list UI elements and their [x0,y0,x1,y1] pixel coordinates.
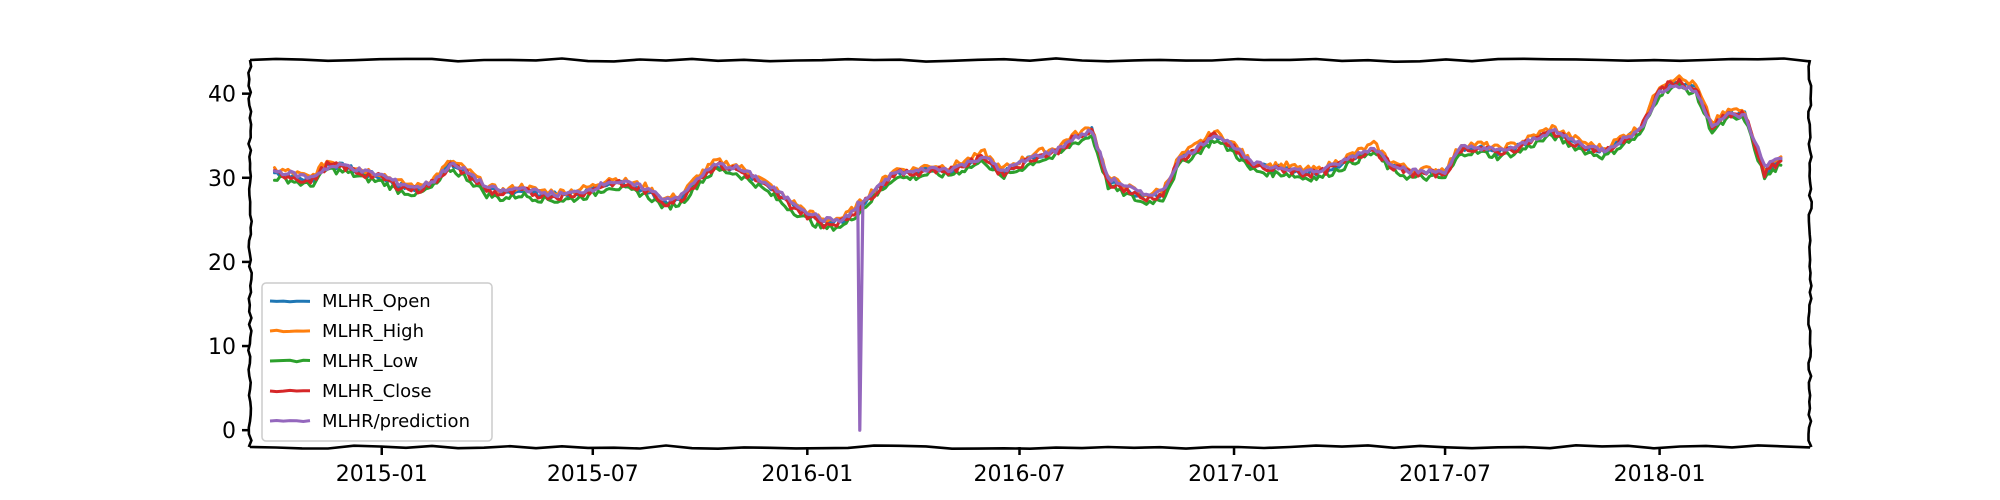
x-tick-label: 2017-01 [1188,462,1280,487]
x-tick-label: 2018-01 [1614,462,1706,487]
legend-swatch [269,358,311,364]
legend-swatch [269,418,311,424]
axis-spine-bottom [249,443,1811,451]
x-tick-label: 2017-07 [1399,462,1491,487]
y-axis: 0 10 20 30 40 [208,83,250,444]
legend-label: MLHR_High [322,321,424,342]
y-tick-label: 20 [208,251,236,276]
legend-label: MLHR_Low [322,351,418,372]
y-tick-label: 0 [222,419,236,444]
y-tick-label: 10 [208,335,236,360]
series-line-mlhr-prediction [272,84,1783,432]
axis-spine-right [1806,59,1814,448]
x-tick-label: 2016-01 [761,462,853,487]
legend-label: MLHR_Open [322,291,431,312]
series-line-mlhr-low [273,82,1783,232]
series-line-mlhr-close [273,78,1783,230]
legend-swatch [269,388,310,394]
legend-label: MLHR/prediction [322,411,470,432]
x-tick-label: 2016-07 [974,462,1066,487]
axes-frame [246,57,1814,451]
x-tick-label: 2015-01 [336,462,428,487]
legend: MLHR_Open MLHR_High MLHR_Low MLHR_Close MLHR… [261,282,493,442]
x-axis: 2015-01 2015-07 2016-01 2016-07 2017-01 2017-… [336,447,1706,487]
legend-box [261,282,493,442]
axis-spine-top [249,57,1811,64]
legend-swatch [269,299,311,304]
plot-lines [272,74,1783,432]
legend-swatch [269,328,311,334]
x-tick-label: 2015-07 [547,462,639,487]
y-tick-label: 40 [208,83,236,108]
series-line-mlhr-open [273,80,1783,226]
axis-spine-left [246,59,254,448]
y-tick-label: 30 [208,167,236,192]
legend-label: MLHR_Close [322,381,432,402]
